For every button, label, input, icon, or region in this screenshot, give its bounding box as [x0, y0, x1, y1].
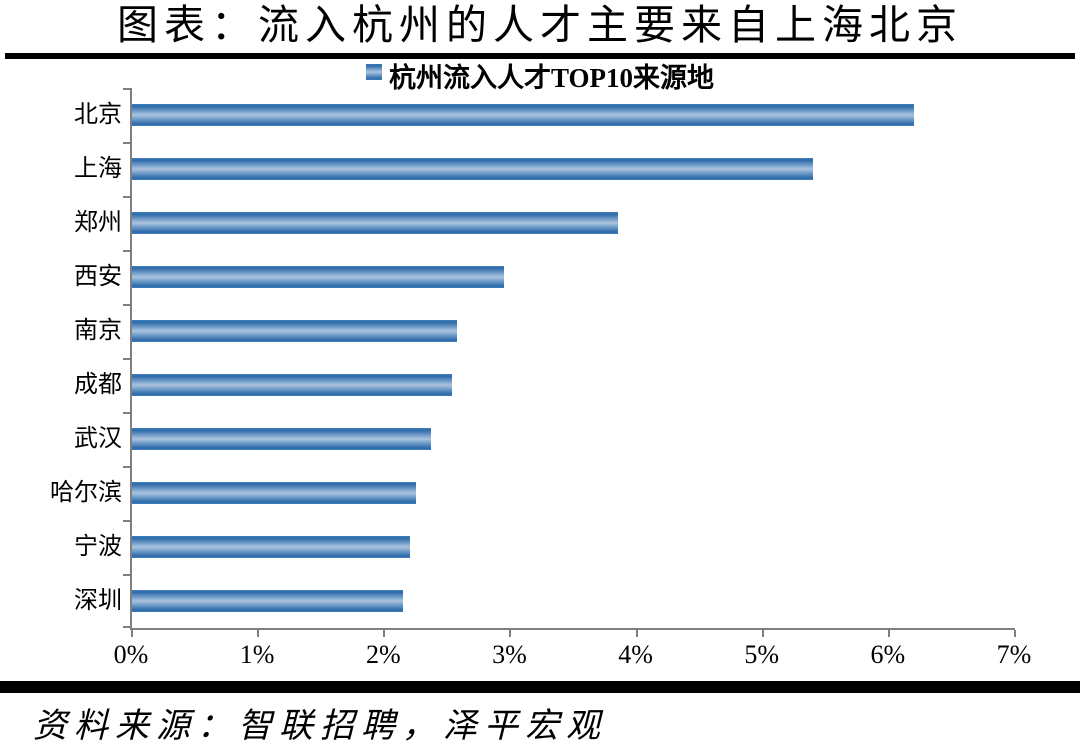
bar-rows: 北京上海郑州西安南京成都武汉哈尔滨宁波深圳	[50, 88, 1015, 628]
x-tick-label: 0%	[113, 640, 149, 669]
bar-track	[132, 536, 1015, 558]
bar-row: 北京	[74, 88, 1015, 142]
bar	[132, 536, 410, 558]
y-tick	[123, 520, 130, 522]
x-tick-label: 5%	[744, 640, 780, 669]
bar	[132, 320, 458, 342]
y-tick	[123, 412, 130, 414]
category-label: 西安	[74, 264, 122, 290]
y-tick	[123, 88, 130, 90]
x-tick	[887, 630, 890, 637]
y-tick	[123, 250, 130, 252]
bar-track	[132, 212, 1015, 234]
category-label: 深圳	[74, 588, 122, 614]
bar-row: 宁波	[74, 520, 1015, 574]
bar-track	[132, 104, 1015, 126]
top-divider	[5, 53, 1075, 59]
y-tick	[123, 626, 130, 628]
category-label: 武汉	[74, 426, 122, 452]
x-tick	[509, 630, 512, 637]
category-label: 南京	[74, 318, 122, 344]
category-label: 成都	[74, 372, 122, 398]
bar-track	[132, 158, 1015, 180]
page-title: 图表：流入杭州的人才主要来自上海北京	[117, 2, 963, 48]
legend-label: 杭州流入人才TOP10来源地	[388, 62, 714, 93]
x-tick-label: 4%	[618, 640, 653, 669]
category-label: 宁波	[74, 534, 122, 560]
x-tick	[131, 630, 133, 637]
bar	[132, 374, 453, 396]
bar	[132, 104, 915, 126]
bar	[132, 212, 618, 234]
bar-row: 郑州	[74, 196, 1015, 250]
x-tick-label: 6%	[870, 640, 906, 669]
x-tick-label: 2%	[365, 640, 401, 669]
bar	[132, 428, 431, 450]
legend-marker-icon	[365, 64, 382, 80]
y-tick	[123, 196, 130, 198]
bar-row: 南京	[74, 304, 1015, 358]
bar	[132, 590, 404, 612]
category-label: 哈尔滨	[50, 480, 122, 506]
bar	[132, 266, 505, 288]
category-label: 郑州	[74, 210, 122, 236]
bar-track	[132, 428, 1015, 450]
x-tick	[1014, 630, 1016, 637]
bottom-divider	[0, 681, 1080, 693]
bar-track	[132, 320, 1015, 342]
x-tick-label: 3%	[492, 640, 527, 669]
bar	[132, 158, 814, 180]
y-tick	[123, 142, 130, 144]
plot-area: 北京上海郑州西安南京成都武汉哈尔滨宁波深圳	[50, 88, 1016, 637]
bar-row: 深圳	[74, 574, 1015, 628]
bar-row: 哈尔滨	[50, 466, 1015, 520]
bar-track	[132, 374, 1015, 396]
category-label: 北京	[74, 102, 122, 128]
x-axis-labels: 0% 1% 2% 3% 4% 5% 6% 7%	[114, 640, 1032, 672]
x-tick	[635, 630, 638, 637]
y-tick	[123, 466, 130, 468]
y-tick	[123, 358, 130, 360]
bar-track	[132, 266, 1015, 288]
bar-row: 上海	[74, 142, 1015, 196]
bar	[132, 482, 416, 504]
source-note: 资料来源：智联招聘，泽平宏观	[33, 708, 607, 745]
y-tick	[123, 574, 130, 576]
x-tick-label: 7%	[996, 640, 1032, 669]
bar-row: 成都	[74, 358, 1015, 412]
bar-track	[132, 482, 1015, 504]
chart-legend: 杭州流入人才TOP10来源地	[0, 61, 1080, 93]
bar-track	[132, 590, 1015, 612]
bar-row: 西安	[74, 250, 1015, 304]
x-tick-label: 1%	[239, 640, 275, 669]
x-tick	[257, 630, 260, 637]
category-label: 上海	[74, 156, 122, 182]
x-tick	[761, 630, 764, 637]
y-tick	[123, 304, 130, 306]
bar-row: 武汉	[74, 412, 1015, 466]
x-tick	[383, 630, 386, 637]
